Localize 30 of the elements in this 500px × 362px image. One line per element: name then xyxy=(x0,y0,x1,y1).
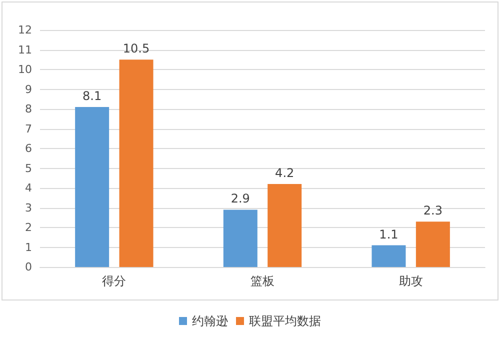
x-tick-label: 篮板 xyxy=(250,274,274,288)
bar xyxy=(75,107,110,267)
bar xyxy=(416,222,450,267)
y-tick-label: 9 xyxy=(25,82,32,96)
bar xyxy=(223,210,258,267)
y-tick-label: 4 xyxy=(25,182,32,194)
bar xyxy=(268,184,302,267)
data-label: 10.5 xyxy=(122,42,150,56)
y-tick-label: 0 xyxy=(25,260,32,274)
x-tick-label: 助攻 xyxy=(398,274,423,288)
y-tick-label: 8 xyxy=(25,102,32,116)
bar xyxy=(372,245,406,267)
legend-label: 联盟平均数据 xyxy=(249,314,321,328)
data-label: 2.9 xyxy=(230,192,250,206)
data-label: 1.1 xyxy=(379,227,398,242)
x-tick-label: 得分 xyxy=(102,274,126,288)
y-tick-label: 10 xyxy=(18,63,32,76)
bar xyxy=(119,60,154,267)
y-tick-label: 12 xyxy=(18,24,32,36)
y-tick-label: 7 xyxy=(25,122,32,136)
y-tick-label: 2 xyxy=(25,221,32,234)
data-label: 2.3 xyxy=(423,204,442,218)
y-tick-label: 5 xyxy=(25,162,32,175)
y-tick-label: 11 xyxy=(18,43,32,56)
legend-label: 约翰逊 xyxy=(192,314,228,328)
y-tick-label: 3 xyxy=(25,201,32,214)
y-tick-label: 1 xyxy=(25,240,32,254)
data-label: 8.1 xyxy=(82,89,102,104)
y-tick-label: 6 xyxy=(25,142,32,155)
data-label: 4.2 xyxy=(275,166,294,180)
